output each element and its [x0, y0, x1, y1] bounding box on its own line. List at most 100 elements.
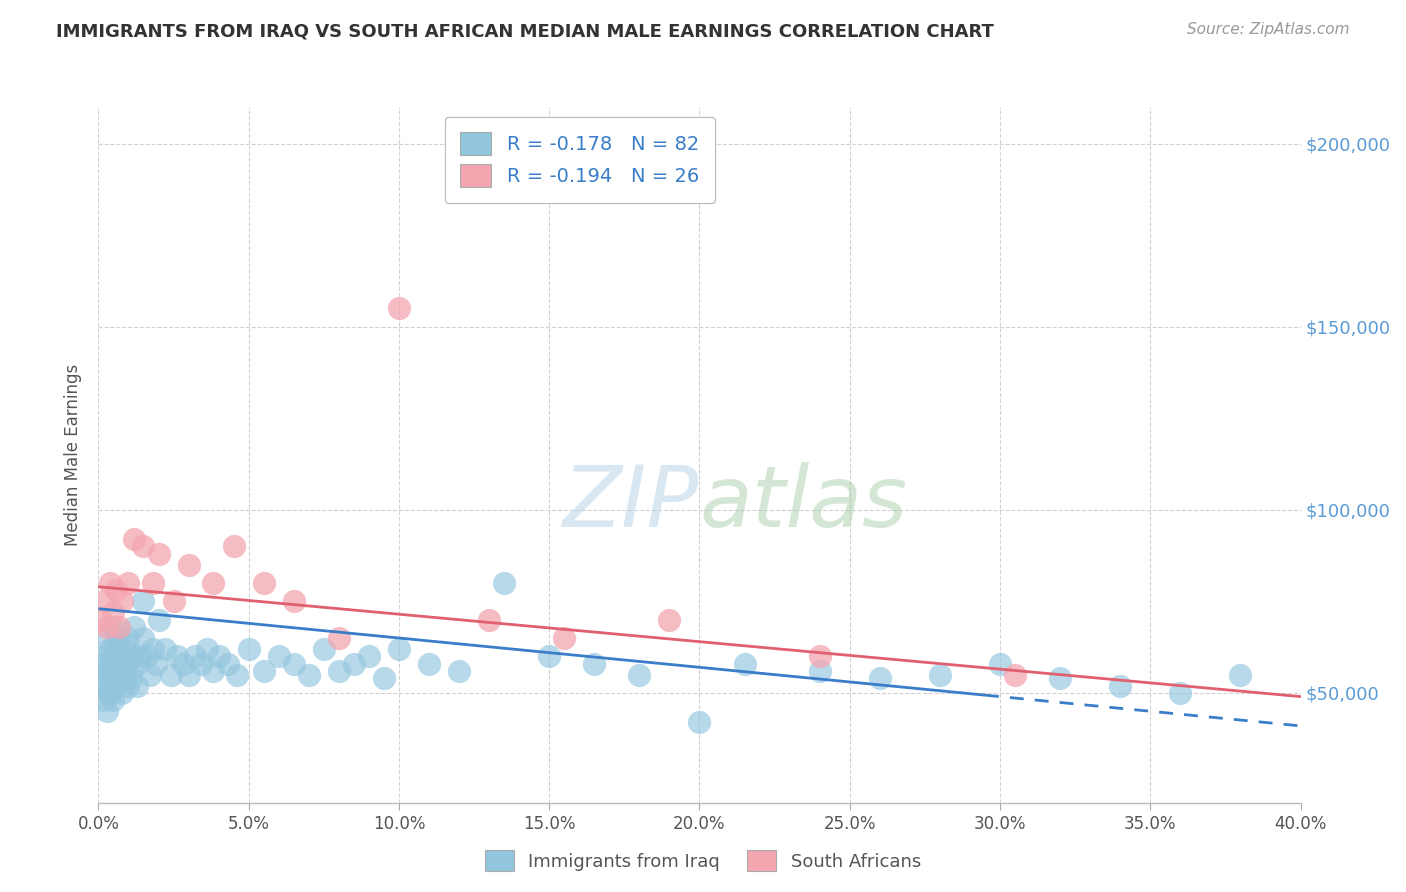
Text: IMMIGRANTS FROM IRAQ VS SOUTH AFRICAN MEDIAN MALE EARNINGS CORRELATION CHART: IMMIGRANTS FROM IRAQ VS SOUTH AFRICAN ME…: [56, 22, 994, 40]
Point: [108, 620, 131, 634]
Point: [121, 671, 143, 685]
Point: [121, 649, 143, 664]
Point: [117, 631, 139, 645]
Point: [100, 657, 122, 671]
Point: [1170, 686, 1192, 700]
Point: [138, 667, 160, 681]
Point: [253, 576, 276, 591]
Y-axis label: Median Male Earnings: Median Male Earnings: [65, 364, 83, 546]
Point: [108, 649, 131, 664]
Point: [96, 620, 118, 634]
Point: [93, 693, 115, 707]
Point: [553, 631, 575, 645]
Point: [111, 594, 134, 608]
Point: [201, 576, 224, 591]
Point: [105, 679, 128, 693]
Point: [283, 657, 305, 671]
Point: [808, 649, 831, 664]
Point: [689, 715, 711, 730]
Point: [478, 613, 501, 627]
Point: [283, 594, 305, 608]
Point: [117, 657, 139, 671]
Point: [267, 649, 290, 664]
Point: [90, 679, 112, 693]
Point: [388, 301, 411, 316]
Point: [100, 576, 122, 591]
Point: [105, 583, 128, 598]
Point: [298, 667, 321, 681]
Point: [494, 576, 516, 591]
Point: [418, 657, 440, 671]
Point: [538, 649, 561, 664]
Point: [100, 642, 122, 657]
Point: [808, 664, 831, 678]
Point: [96, 649, 118, 664]
Point: [96, 667, 118, 681]
Point: [869, 671, 891, 685]
Point: [117, 679, 139, 693]
Point: [253, 664, 276, 678]
Point: [111, 686, 134, 700]
Point: [103, 649, 125, 664]
Point: [343, 657, 366, 671]
Point: [105, 657, 128, 671]
Point: [201, 664, 224, 678]
Point: [183, 649, 205, 664]
Point: [103, 620, 125, 634]
Point: [129, 649, 152, 664]
Point: [1229, 667, 1251, 681]
Point: [141, 642, 163, 657]
Legend: Immigrants from Iraq, South Africans: Immigrants from Iraq, South Africans: [478, 843, 928, 879]
Point: [124, 532, 146, 546]
Point: [103, 693, 125, 707]
Legend: R = -0.178   N = 82, R = -0.194   N = 26: R = -0.178 N = 82, R = -0.194 N = 26: [444, 117, 714, 202]
Point: [132, 540, 155, 554]
Point: [177, 667, 200, 681]
Point: [162, 594, 184, 608]
Point: [195, 642, 218, 657]
Point: [96, 686, 118, 700]
Point: [135, 649, 157, 664]
Point: [93, 594, 115, 608]
Point: [117, 576, 139, 591]
Point: [222, 540, 245, 554]
Point: [312, 642, 335, 657]
Point: [658, 613, 681, 627]
Point: [124, 620, 146, 634]
Point: [111, 664, 134, 678]
Point: [328, 631, 350, 645]
Point: [90, 657, 112, 671]
Point: [447, 664, 470, 678]
Point: [238, 642, 260, 657]
Point: [208, 649, 231, 664]
Point: [357, 649, 380, 664]
Point: [388, 642, 411, 657]
Point: [93, 631, 115, 645]
Text: Source: ZipAtlas.com: Source: ZipAtlas.com: [1187, 22, 1350, 37]
Point: [141, 576, 163, 591]
Point: [148, 613, 170, 627]
Text: atlas: atlas: [700, 462, 907, 545]
Point: [148, 547, 170, 561]
Point: [100, 686, 122, 700]
Point: [628, 667, 651, 681]
Point: [172, 657, 194, 671]
Point: [114, 667, 136, 681]
Point: [132, 594, 155, 608]
Point: [114, 642, 136, 657]
Point: [929, 667, 952, 681]
Point: [1049, 671, 1071, 685]
Point: [217, 657, 239, 671]
Point: [105, 634, 128, 648]
Point: [108, 631, 131, 645]
Point: [127, 657, 149, 671]
Point: [1109, 679, 1132, 693]
Point: [583, 657, 606, 671]
Text: ZIP: ZIP: [564, 462, 700, 545]
Point: [190, 657, 212, 671]
Point: [373, 671, 395, 685]
Point: [96, 704, 118, 718]
Point: [734, 657, 756, 671]
Point: [108, 671, 131, 685]
Point: [153, 642, 176, 657]
